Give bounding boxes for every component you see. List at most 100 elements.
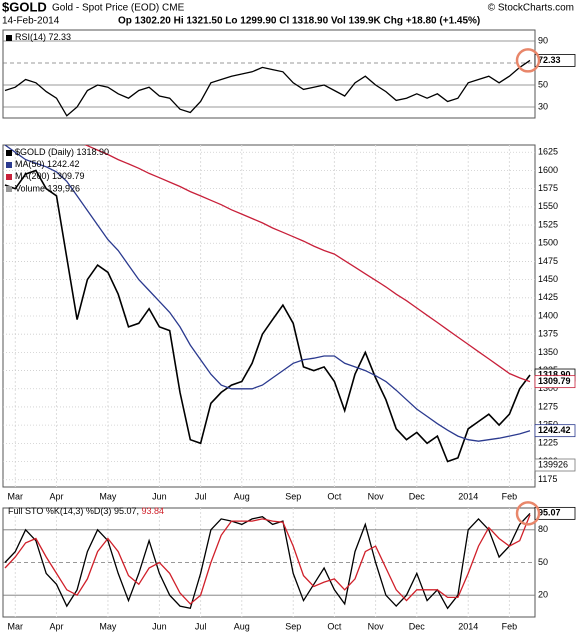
y-tick-label: 1400 xyxy=(538,310,558,320)
legend-entry: $GOLD (Daily) 1318.90 xyxy=(15,147,109,157)
y-tick-label: 1575 xyxy=(538,183,558,193)
series-line xyxy=(84,145,531,383)
end-label-box xyxy=(534,54,576,67)
x-tick-label: Sep xyxy=(285,621,301,631)
x-tick-label: Feb xyxy=(502,621,518,631)
y-tick-label: 50 xyxy=(538,79,548,89)
y-tick-label: 80 xyxy=(538,524,548,534)
y-tick-label: 1175 xyxy=(538,474,557,484)
y-tick-label: 1450 xyxy=(538,274,558,284)
y-tick-label: 1525 xyxy=(538,219,558,229)
legend-swatch xyxy=(6,174,12,180)
y-tick-label: 1600 xyxy=(538,165,558,175)
symbol: $GOLD xyxy=(2,0,47,14)
end-label-box xyxy=(534,424,576,438)
end-label-box xyxy=(534,506,576,520)
legend-name: %K(14,3) xyxy=(46,506,84,516)
chart-title: Gold - Spot Price (EOD) CME xyxy=(52,3,185,14)
x-tick-label: Oct xyxy=(327,621,342,631)
series-line xyxy=(4,59,531,117)
legend-entry: MA(50) 1242.42 xyxy=(15,159,80,169)
series-line xyxy=(4,514,531,605)
end-label: 1318.90 xyxy=(538,369,571,379)
legend-value: 93.84 xyxy=(141,506,164,516)
x-tick-label: Jun xyxy=(152,621,167,631)
y-tick-label: 30 xyxy=(538,101,548,111)
y-tick-label: 1225 xyxy=(538,438,558,448)
x-tick-label: Sep xyxy=(285,491,301,501)
y-tick-label: 1475 xyxy=(538,256,558,266)
y-tick-label: 20 xyxy=(538,590,548,600)
panel-frame xyxy=(2,144,536,488)
y-tick-label: 1425 xyxy=(538,292,558,302)
x-tick-label: Apr xyxy=(49,621,63,631)
y-tick-label: 90 xyxy=(538,35,548,45)
legend-title: Full STO xyxy=(8,506,43,516)
legend-name: $GOLD (Daily) xyxy=(15,147,74,157)
y-tick-label: 1375 xyxy=(538,329,558,339)
legend-entry: Full STO %K(14,3) %D(3) 95.07, 93.84 xyxy=(8,506,164,516)
x-tick-label: Oct xyxy=(327,491,342,501)
x-tick-label: Jun xyxy=(152,491,167,501)
x-tick-label: 2014 xyxy=(458,621,478,631)
y-tick-label: 1275 xyxy=(538,401,558,411)
end-label-box xyxy=(534,458,576,472)
series-line xyxy=(4,512,531,610)
end-label: 139926 xyxy=(538,459,568,469)
end-label-box xyxy=(534,375,576,389)
y-tick-label: 1300 xyxy=(538,383,558,393)
x-tick-label: Jul xyxy=(195,491,207,501)
credit: © StockCharts.com xyxy=(488,3,574,14)
legend-name: RSI(14) xyxy=(15,32,46,42)
y-tick-label: 1350 xyxy=(538,347,558,357)
plot-area xyxy=(4,59,531,117)
legend-value: 1242.42 xyxy=(47,159,80,169)
legend-name: MA(50) xyxy=(15,159,45,169)
y-tick-label: 1625 xyxy=(538,147,558,157)
series-line xyxy=(4,169,531,463)
end-label: 1309.79 xyxy=(538,376,571,386)
legend-name: %D(3) xyxy=(86,506,112,516)
date: 14-Feb-2014 xyxy=(2,16,60,27)
highlight xyxy=(515,501,541,526)
y-tick-label: 50 xyxy=(538,557,548,567)
legend-swatch xyxy=(6,186,12,192)
x-tick-label: Mar xyxy=(8,491,24,501)
x-tick-label: Aug xyxy=(234,491,250,501)
x-tick-label: Nov xyxy=(368,621,385,631)
plot-area xyxy=(4,512,531,610)
x-tick-label: Mar xyxy=(8,621,24,631)
legend-entry: RSI(14) 72.33 xyxy=(15,32,71,42)
y-tick-label: 1500 xyxy=(538,238,558,248)
x-tick-label: 2014 xyxy=(458,491,478,501)
legend-name: MA(200) xyxy=(15,171,50,181)
y-tick-label: 1550 xyxy=(538,201,558,211)
plot-area xyxy=(4,145,531,463)
legend-swatch xyxy=(6,150,12,156)
legend-value: 1309.79 xyxy=(52,171,85,181)
x-tick-label: May xyxy=(99,621,117,631)
x-tick-label: Dec xyxy=(409,621,426,631)
legend-value: 72.33 xyxy=(49,32,72,42)
x-tick-label: Nov xyxy=(368,491,385,501)
x-tick-label: Apr xyxy=(49,491,63,501)
quote: Op 1302.20 Hi 1321.50 Lo 1299.90 Cl 1318… xyxy=(118,16,480,27)
legend-entry: MA(200) 1309.79 xyxy=(15,171,85,181)
x-tick-label: Aug xyxy=(234,621,250,631)
x-tick-label: Dec xyxy=(409,491,426,501)
end-label: 1242.42 xyxy=(538,425,571,435)
legend-swatch xyxy=(6,162,12,168)
highlight xyxy=(515,48,541,73)
legend-value: 95.07, xyxy=(114,506,139,516)
legend-value: 1318.90 xyxy=(77,147,110,157)
x-tick-label: Jul xyxy=(195,621,207,631)
x-tick-label: May xyxy=(99,491,117,501)
x-tick-label: Feb xyxy=(502,491,518,501)
legend-swatch xyxy=(6,35,12,41)
legend-entry: Volume 139,926 xyxy=(15,183,80,193)
end-label: 95.07 xyxy=(538,508,561,518)
panel-frame xyxy=(2,29,536,119)
end-label: 72.33 xyxy=(538,55,561,65)
